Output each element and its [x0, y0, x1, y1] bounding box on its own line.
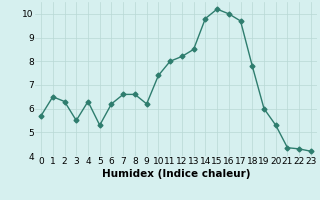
X-axis label: Humidex (Indice chaleur): Humidex (Indice chaleur)	[102, 169, 250, 179]
